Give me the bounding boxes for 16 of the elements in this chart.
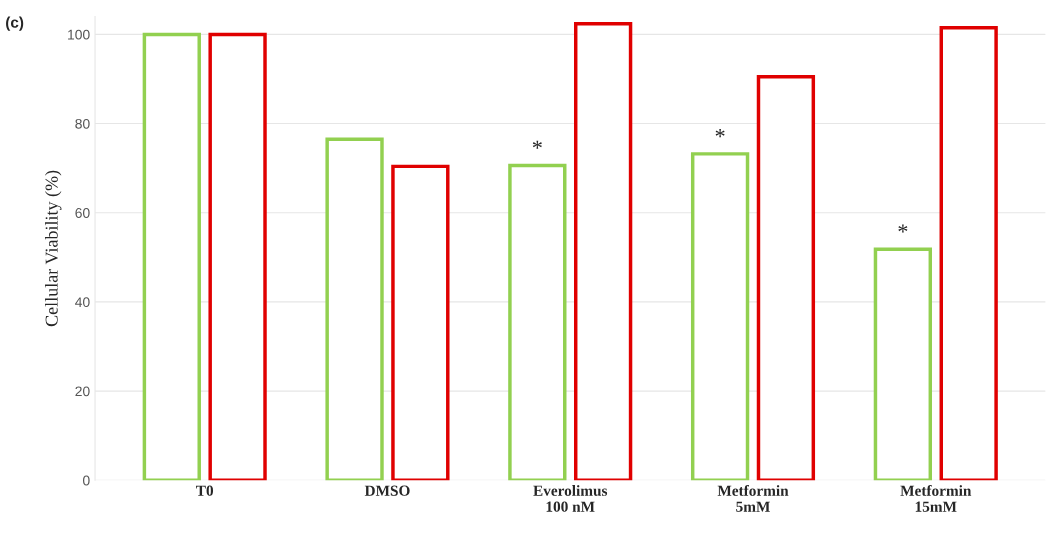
y-tick-label: 60 xyxy=(75,208,90,218)
y-tick-label: 40 xyxy=(75,297,90,308)
x-tick-label: Everolimus 100 nM xyxy=(533,485,608,512)
x-tick-label: DMSO xyxy=(364,485,410,496)
x-tick-label: T0 xyxy=(196,485,214,496)
y-tick-label: 80 xyxy=(75,118,90,129)
y-axis-title: Cellular Viability (%) xyxy=(45,170,62,327)
y-tick-label: 20 xyxy=(75,386,90,397)
annotation: * xyxy=(898,224,908,233)
y-tick-label: 100 xyxy=(68,29,90,40)
annotation: * xyxy=(715,129,725,138)
text: (c) xyxy=(6,16,24,31)
x-tick-label: Metformin 15mM xyxy=(900,484,972,512)
annotation: * xyxy=(532,140,542,149)
x-tick-label: Metformin 5mM xyxy=(717,484,789,512)
y-tick-label: 0 xyxy=(83,475,90,486)
